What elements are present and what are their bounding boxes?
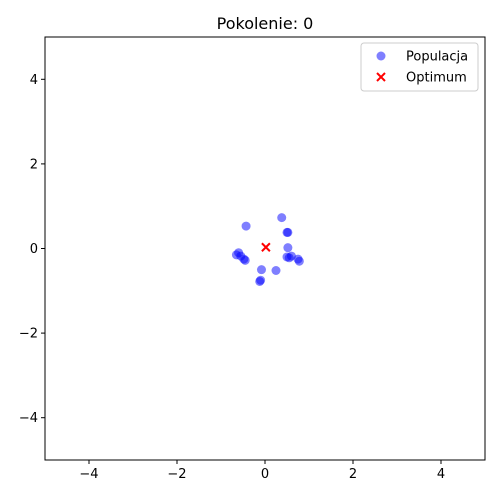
y-axis: −4 −2 0 2 4 <box>19 73 45 426</box>
chart-title: Pokolenie: 0 <box>217 14 314 33</box>
legend-population-marker <box>376 51 386 61</box>
population-point <box>283 243 293 253</box>
population-point <box>277 213 287 223</box>
population-point <box>256 265 266 275</box>
legend-optimum-marker <box>376 72 386 82</box>
population-point <box>294 256 304 266</box>
y-tick-label: −4 <box>19 411 38 426</box>
legend-box <box>360 42 479 92</box>
y-tick-label: 0 <box>30 242 38 257</box>
population-point <box>255 276 265 286</box>
legend: Populacja Optimum <box>360 42 479 92</box>
x-tick-label: −2 <box>167 467 186 482</box>
population-point <box>240 255 250 265</box>
legend-label: Populacja <box>406 50 468 65</box>
legend-label: Optimum <box>406 71 467 86</box>
y-tick-label: 2 <box>30 157 38 172</box>
x-tick-label: 4 <box>437 467 445 482</box>
optimum-marker <box>261 242 271 252</box>
population-point <box>241 221 251 231</box>
x-tick-label: 2 <box>349 467 357 482</box>
data-points <box>231 213 304 286</box>
y-tick-label: −2 <box>19 327 38 342</box>
x-tick-label: 0 <box>261 467 269 482</box>
y-tick-label: 4 <box>30 73 38 88</box>
x-tick-label: −4 <box>79 467 98 482</box>
population-point <box>271 265 281 275</box>
population-point <box>283 227 293 237</box>
x-axis: −4 −2 0 2 4 <box>79 460 445 482</box>
